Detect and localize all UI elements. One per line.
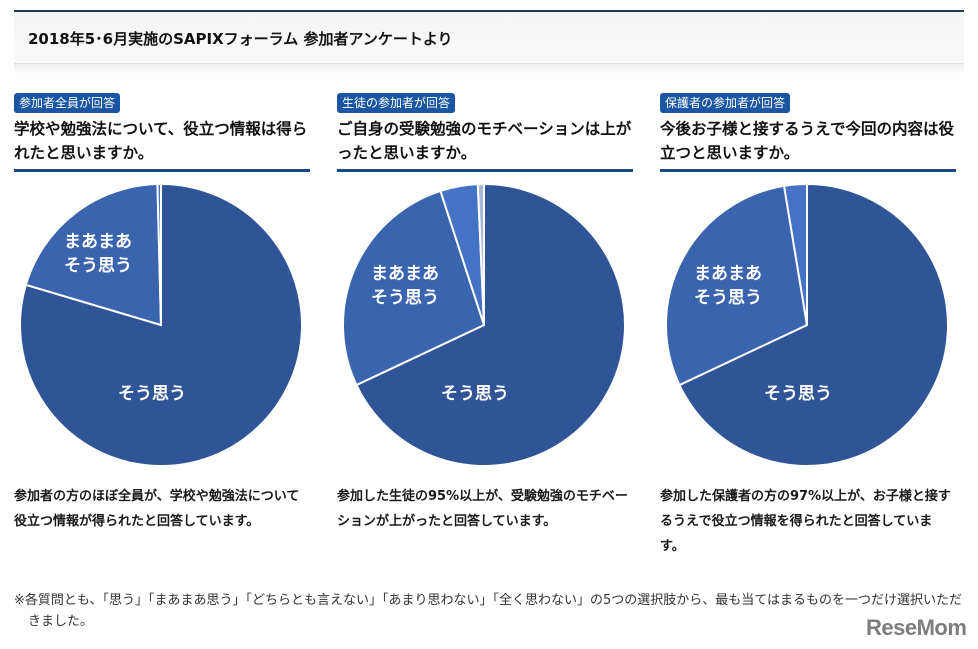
panel-parents: 保護者の参加者が回答 今後お子様と接するうえで今回の内容は役立つと思いますか。 — [660, 92, 956, 172]
survey-header: 2018年5･6月実施のSAPIXフォーラム 参加者アンケートより — [14, 10, 964, 64]
header-shadow — [14, 64, 964, 74]
question-heading: 学校や勉強法について、役立つ情報は得られたと思いますか。 — [14, 120, 308, 162]
slice-label-somewhat: まあまあ そう思う — [371, 262, 439, 310]
pie-slice — [782, 182, 808, 326]
pie-svg — [19, 182, 303, 467]
heading-underline — [660, 169, 956, 172]
label-line: そう思う — [64, 256, 132, 276]
label-line: そう思う — [371, 288, 439, 308]
respondent-badge: 生徒の参加者が回答 — [337, 93, 456, 113]
result-summary: 参加者の方のほぼ全員が、学校や勉強法について役立つ情報が得られたと回答しています… — [14, 489, 300, 529]
label-line: まあまあ — [64, 232, 132, 252]
slice-label-somewhat: まあまあ そう思う — [64, 230, 132, 278]
label-line: そう思う — [694, 288, 762, 308]
pie-slice — [355, 182, 626, 467]
pie-slice — [342, 189, 486, 387]
pie-chart-students: まあまあ そう思う そう思う — [341, 182, 627, 468]
heading-underline — [14, 169, 310, 172]
pie-slice — [678, 182, 949, 467]
respondent-badge: 保護者の参加者が回答 — [660, 93, 791, 113]
respondent-badge: 参加者全員が回答 — [14, 93, 121, 113]
result-summary: 参加した生徒の95%以上が、受験勉強のモチベーションが上がったと回答しています。 — [337, 489, 628, 529]
pie-slice — [665, 184, 809, 387]
result-summary: 参加した保護者の方の97%以上が、お子様と接するうえで役立つ情報を得られたと回答… — [660, 489, 951, 554]
pie-slice — [156, 182, 162, 326]
pie-chart-parents: まあまあ そう思う そう思う — [664, 182, 950, 468]
slice-label-agree: そう思う — [118, 384, 186, 404]
pie-slice — [24, 183, 163, 327]
question-heading: ご自身の受験勉強のモチベーションは上がったと思いますか。 — [337, 120, 632, 162]
slice-label-agree: そう思う — [441, 384, 509, 404]
footnote: ※各質問とも、「思う」「まあまあ思う」「どちらとも言えない」「あまり思わない」「… — [14, 593, 963, 629]
slice-label-somewhat: まあまあ そう思う — [694, 262, 762, 310]
panel-students: 生徒の参加者が回答 ご自身の受験勉強のモチベーションは上がったと思いますか。 — [337, 92, 633, 172]
question-heading: 今後お子様と接するうえで今回の内容は役立つと思いますか。 — [660, 120, 955, 162]
page-title: 2018年5･6月実施のSAPIXフォーラム 参加者アンケートより — [28, 30, 453, 48]
label-line: まあまあ — [371, 264, 439, 284]
resemom-logo: ReseMom — [866, 615, 967, 640]
heading-underline — [337, 169, 633, 172]
slice-label-agree: そう思う — [764, 384, 832, 404]
pie-chart-all-participants: まあまあ そう思う そう思う — [18, 182, 304, 468]
pie-svg — [665, 182, 949, 467]
pie-svg — [342, 182, 626, 467]
panel-all-participants: 参加者全員が回答 学校や勉強法について、役立つ情報は得られたと思いますか。 — [14, 92, 310, 172]
label-line: まあまあ — [694, 264, 762, 284]
pie-slice — [19, 182, 303, 467]
pie-slice — [476, 182, 485, 326]
